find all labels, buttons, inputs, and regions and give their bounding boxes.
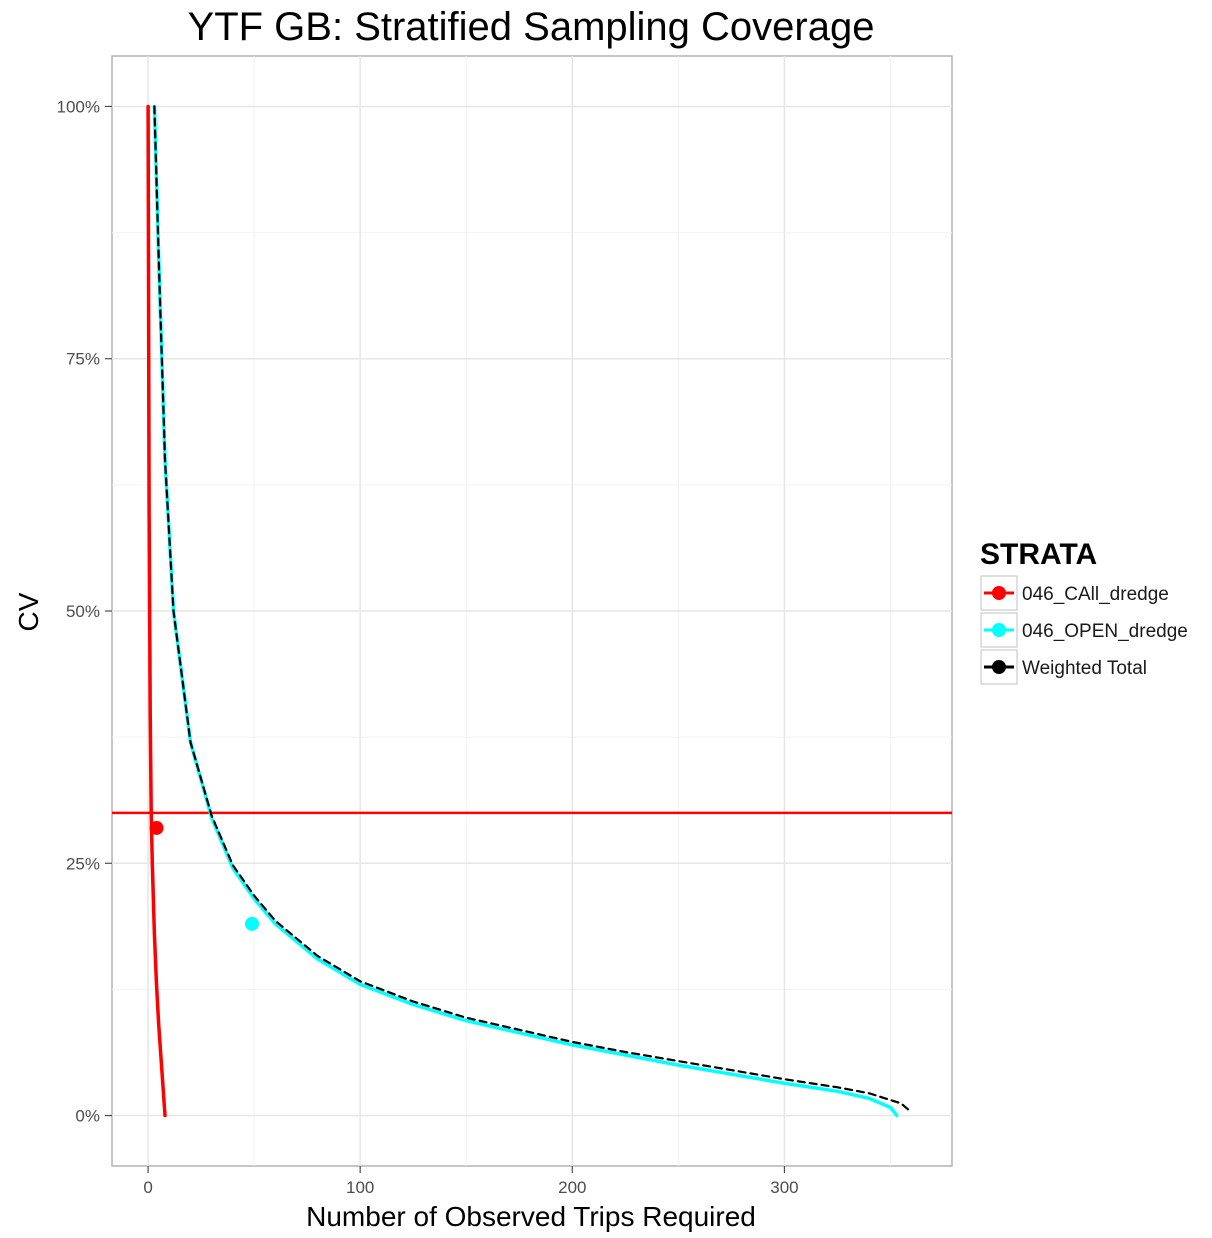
y-tick-label: 100% <box>57 97 100 116</box>
x-axis-title: Number of Observed Trips Required <box>306 1201 756 1232</box>
series-line-weighted-total <box>153 105 913 1114</box>
y-axis-title: CV <box>13 592 44 631</box>
x-tick-label: 100 <box>346 1178 374 1197</box>
x-tick-label: 0 <box>143 1178 152 1197</box>
series-point-046-call-dredge <box>149 820 164 835</box>
legend-label-046-call-dredge: 046_CAll_dredge <box>1022 584 1169 605</box>
legend-items: 046_CAll_dredge 046_OPEN_dredge Weighted T… <box>980 575 1188 685</box>
legend: STRATA 046_CAll_dredge 046_OPEN_dredge Wei… <box>980 538 1188 685</box>
plot-area: 0 100 200 300 0% 25% 50% 75% 100% <box>57 55 953 1197</box>
legend-key-point <box>992 660 1006 674</box>
legend-label-weighted-total: Weighted Total <box>1022 658 1147 679</box>
series-point-046-open-dredge <box>245 916 259 931</box>
x-tick-label: 200 <box>558 1178 586 1197</box>
legend-title: STRATA <box>980 538 1097 571</box>
legend-key-point <box>992 623 1006 637</box>
y-tick-label: 25% <box>66 854 100 873</box>
x-tick-label: 300 <box>770 1178 798 1197</box>
chart-title: YTF GB: Stratified Sampling Coverage <box>188 5 875 49</box>
y-tick-label: 0% <box>75 1107 100 1126</box>
legend-label-046-open-dredge: 046_OPEN_dredge <box>1022 621 1188 642</box>
series-line-046-call-dredge <box>146 104 167 1118</box>
legend-key-point <box>992 586 1006 600</box>
y-tick-label: 50% <box>66 602 100 621</box>
y-tick-label: 75% <box>66 350 100 369</box>
